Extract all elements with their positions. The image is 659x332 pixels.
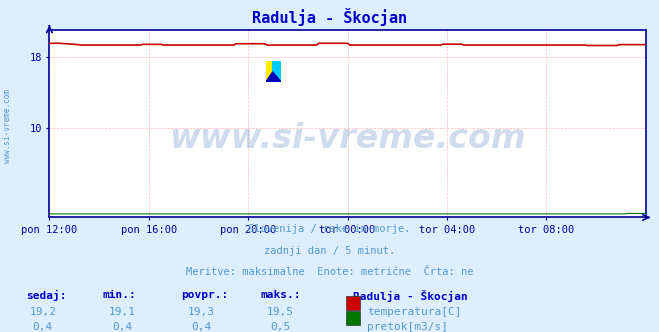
Text: 0,4: 0,4 bbox=[33, 322, 53, 332]
Text: 19,1: 19,1 bbox=[109, 307, 135, 317]
Text: Meritve: maksimalne  Enote: metrične  Črta: ne: Meritve: maksimalne Enote: metrične Črta… bbox=[186, 267, 473, 277]
Text: 19,3: 19,3 bbox=[188, 307, 214, 317]
Text: min.:: min.: bbox=[102, 290, 136, 299]
Text: 19,5: 19,5 bbox=[267, 307, 293, 317]
Text: pretok[m3/s]: pretok[m3/s] bbox=[367, 322, 448, 332]
Text: 0,4: 0,4 bbox=[191, 322, 211, 332]
Polygon shape bbox=[273, 61, 281, 82]
Text: zadnji dan / 5 minut.: zadnji dan / 5 minut. bbox=[264, 246, 395, 256]
Text: temperatura[C]: temperatura[C] bbox=[367, 307, 461, 317]
Polygon shape bbox=[266, 72, 281, 82]
Text: 19,2: 19,2 bbox=[30, 307, 56, 317]
Text: povpr.:: povpr.: bbox=[181, 290, 229, 299]
Text: Slovenija / reke in morje.: Slovenija / reke in morje. bbox=[248, 224, 411, 234]
Text: 0,4: 0,4 bbox=[112, 322, 132, 332]
Text: www.si-vreme.com: www.si-vreme.com bbox=[169, 122, 526, 155]
Text: www.si-vreme.com: www.si-vreme.com bbox=[3, 89, 13, 163]
Text: Radulja - Škocjan: Radulja - Škocjan bbox=[252, 8, 407, 26]
Text: 0,5: 0,5 bbox=[270, 322, 290, 332]
Text: sedaj:: sedaj: bbox=[26, 290, 67, 300]
Text: Radulja - Škocjan: Radulja - Škocjan bbox=[353, 290, 467, 301]
Text: maks.:: maks.: bbox=[260, 290, 301, 299]
